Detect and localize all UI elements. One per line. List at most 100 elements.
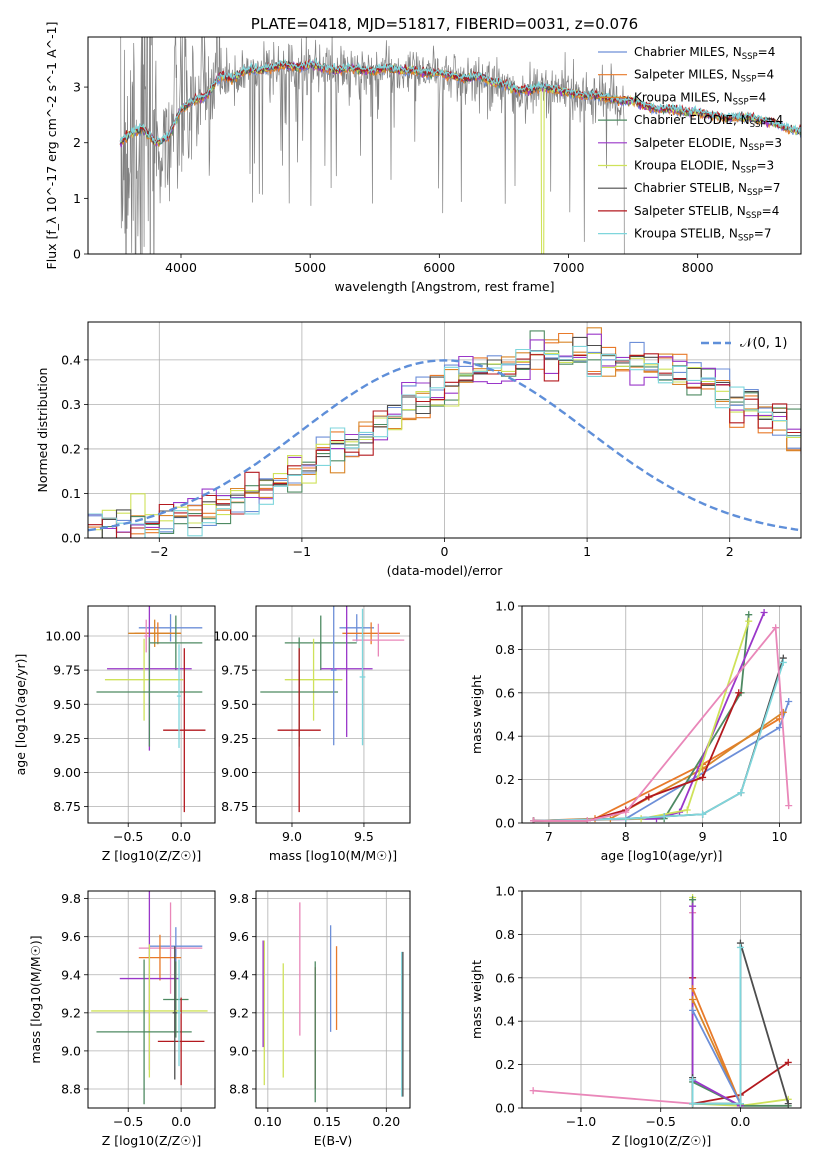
- legend-sub: SSP: [741, 166, 757, 176]
- series-marker-salpeter_elodie: [760, 609, 768, 617]
- histogram-step-chabrier_stelib: [88, 336, 801, 538]
- x-tick-label: −1.0: [566, 1114, 596, 1129]
- series-line-chabrier_miles: [691, 1009, 742, 1105]
- legend-sub: SSP: [742, 52, 758, 62]
- plot-area: [530, 609, 793, 823]
- histogram-step-kroupa_stelib: [88, 345, 801, 538]
- x-axis-label: Z [log10(Z/Z☉)]: [612, 1133, 712, 1148]
- y-tick-label: 9.8: [61, 891, 81, 906]
- x-tick-label: 0.20: [372, 1114, 400, 1129]
- series-marker-kroupa_elodie: [745, 617, 753, 625]
- series-marker-kroupa_stelib: [660, 812, 668, 820]
- x-tick-label: 6000: [423, 260, 455, 275]
- legend-sub: SSP: [733, 97, 749, 107]
- series-marker-pink: [583, 817, 591, 823]
- series-marker-kroupa_elodie: [683, 806, 691, 814]
- model-spectrum-line-kroupa_stelib: [119, 57, 801, 145]
- series-marker-kroupa_stelib: [737, 789, 745, 797]
- x-tick-label: −0.5: [113, 829, 143, 844]
- x-tick-label: 4000: [165, 260, 197, 275]
- x-axis-label: Z [log10(Z/Z☉)]: [102, 1133, 202, 1148]
- series-marker-kroupa_stelib: [779, 658, 787, 666]
- series-marker-kroupa_stelib: [736, 1100, 744, 1108]
- legend-entry: Salpeter ELODIE, NSSP=3: [634, 136, 782, 153]
- x-tick-label: 7000: [553, 260, 585, 275]
- x-axis-label: mass [log10(M/M☉)]: [269, 848, 397, 863]
- y-axis-label: age [log10(age/yr)]: [13, 654, 28, 776]
- axes-frame: [87, 890, 216, 1109]
- y-tick-label: 0.6: [495, 685, 515, 700]
- y-tick-label: 0.2: [495, 772, 515, 787]
- series-marker-chabrier_miles: [689, 1006, 697, 1014]
- x-tick-label: −0.5: [113, 1114, 143, 1129]
- y-tick-label: 0.4: [495, 1014, 515, 1029]
- y-tick-label: 9.4: [229, 967, 249, 982]
- y-tick-label: 8.75: [53, 799, 81, 814]
- plot-area: [88, 327, 801, 538]
- chart-title: PLATE=0418, MJD=51817, FIBERID=0031, z=0…: [251, 15, 638, 33]
- y-tick-label: 9.25: [53, 731, 81, 746]
- plot-area: [91, 891, 208, 1105]
- legend-sub: SSP: [750, 120, 766, 130]
- y-tick-label: 9.75: [53, 663, 81, 678]
- plot-area: [119, 37, 801, 254]
- x-tick-label: −0.5: [646, 1114, 676, 1129]
- series-line-kroupa_stelib: [533, 662, 785, 822]
- panel-spectrum: 4000 5000 6000 7000 8000 0 1 2 3 wavelength [Angs…: [44, 15, 802, 294]
- legend: Chabrier MILES, NSSP=4 Salpeter MILES, NS…: [598, 45, 783, 244]
- y-tick-label: 9.8: [229, 891, 249, 906]
- series-marker-chabrier_miles: [785, 697, 793, 705]
- x-axis-label: E(B-V): [314, 1133, 353, 1148]
- series-marker-salpeter_stelib: [645, 793, 653, 801]
- y-tick-label: 9.75: [221, 663, 249, 678]
- y-tick-label: 0.1: [61, 486, 81, 501]
- y-tick-label: 0.4: [495, 729, 515, 744]
- series-marker-salpeter_stelib: [699, 773, 707, 781]
- x-tick-label: 0: [441, 544, 449, 559]
- y-axis-label: mass weight: [469, 675, 484, 754]
- y-axis-label: Flux [f_λ 10^-17 erg cm^-2 s^-1 A^-1]: [44, 22, 59, 270]
- x-tick-label: 8: [622, 829, 630, 844]
- x-tick-label: −1: [293, 544, 311, 559]
- legend-suffix: =3: [756, 159, 774, 173]
- x-tick-label: 8000: [682, 260, 714, 275]
- y-tick-label: 0.2: [61, 441, 81, 456]
- legend-label: 𝒩(0, 1): [740, 336, 787, 351]
- y-tick-label: 9.25: [221, 731, 249, 746]
- series-marker-kroupa_miles: [689, 996, 697, 1003]
- series-marker-pink: [622, 808, 630, 816]
- legend-entry: Chabrier MILES, NSSP=4: [634, 45, 775, 62]
- x-tick-label: −2: [150, 544, 168, 559]
- y-tick-label: 9.50: [53, 697, 81, 712]
- legend-sub: SSP: [747, 188, 763, 198]
- axes-frame: [87, 36, 802, 255]
- x-tick-label: 1: [583, 544, 591, 559]
- y-tick-label: 0: [73, 247, 81, 262]
- y-tick-label: 3: [73, 80, 81, 95]
- legend-entry: Kroupa ELODIE, NSSP=3: [634, 159, 774, 176]
- x-axis-label: wavelength [Angstrom, rest frame]: [334, 279, 554, 294]
- axes-frame: [255, 890, 411, 1109]
- y-tick-label: 0.0: [495, 816, 515, 831]
- legend-suffix: =3: [764, 136, 782, 150]
- y-axis-label: mass weight: [469, 960, 484, 1039]
- legend-entry: Salpeter MILES, NSSP=4: [634, 68, 774, 85]
- panel-weight-vs-age: 7 8 9 10 0.0 0.2 0.4 0.6 0.8 1.0 age [log10(age/yr…: [469, 599, 802, 863]
- x-tick-label: 0.15: [313, 1114, 341, 1129]
- series-marker-kroupa_stelib: [689, 1100, 697, 1108]
- y-tick-label: 0.4: [61, 352, 81, 367]
- x-tick-label: 2: [726, 544, 734, 559]
- series-marker-kroupa_stelib: [622, 815, 630, 823]
- y-tick-label: 10.00: [213, 629, 249, 644]
- series-marker-pink: [530, 817, 538, 823]
- plot-area: [262, 902, 404, 1103]
- y-tick-label: 9.2: [229, 1005, 249, 1020]
- x-tick-label: 0.0: [171, 1114, 191, 1129]
- legend-entry: Salpeter STELIB, NSSP=4: [634, 204, 779, 221]
- legend-entry: Kroupa STELIB, NSSP=7: [634, 227, 772, 244]
- y-tick-label: 1: [73, 191, 81, 206]
- y-tick-label: 1.0: [495, 599, 515, 614]
- x-tick-label: 0.10: [254, 1114, 282, 1129]
- panel-weight-vs-Z: −1.0 −0.5 0.0 0.0 0.2 0.4 0.6 0.8 1.0 Z [log10(Z/…: [469, 884, 802, 1148]
- plot-area: [96, 606, 206, 813]
